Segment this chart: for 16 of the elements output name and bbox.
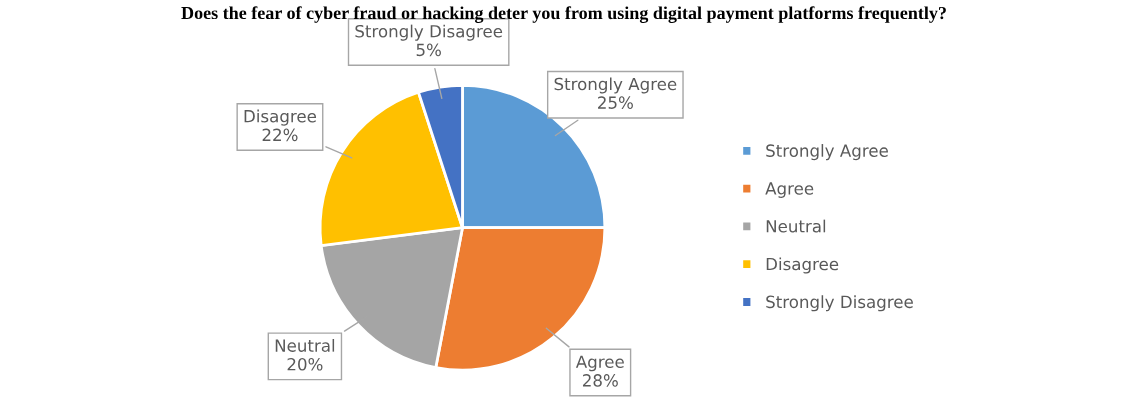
data-label: 5% — [416, 43, 441, 57]
slice-label: Neutral — [275, 338, 335, 352]
data-label: 28% — [582, 374, 618, 387]
slice-label: Agree — [575, 355, 624, 372]
data-label: 20% — [287, 357, 323, 371]
chart-title: Does the fear of cyber fraud or hacking deter you from using digital payment platforms frequently? — [181, 6, 946, 23]
legend-label: Neutral — [766, 219, 826, 233]
slice-label: Strongly Disagree — [355, 24, 503, 41]
slice-label: Disagree — [244, 109, 317, 126]
legend-label: Agree — [765, 182, 814, 198]
data-label: 22% — [262, 128, 298, 142]
legend-label: Strongly Disagree — [766, 295, 913, 312]
data-label: 25% — [598, 96, 633, 109]
slice-label: Strongly Agree — [554, 77, 677, 94]
legend-label: Strongly Agree — [766, 144, 888, 161]
legend-label: Disagree — [766, 257, 839, 274]
